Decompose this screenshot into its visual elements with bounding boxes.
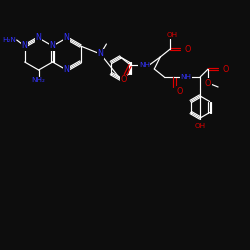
Text: N: N [98, 50, 103, 58]
Text: N: N [22, 42, 28, 50]
Text: N: N [64, 66, 70, 74]
Text: NH: NH [181, 74, 192, 80]
Text: N: N [64, 34, 70, 42]
Text: NH: NH [139, 62, 150, 68]
Text: O: O [120, 76, 126, 84]
Text: O: O [184, 44, 190, 54]
Text: NH₂: NH₂ [32, 77, 46, 83]
Text: OH: OH [194, 123, 206, 129]
Text: N: N [36, 34, 42, 42]
Text: H₂N: H₂N [2, 37, 16, 43]
Text: OH: OH [167, 32, 178, 38]
Text: O: O [205, 78, 211, 88]
Text: N: N [50, 42, 56, 50]
Text: O: O [222, 64, 228, 74]
Text: O: O [176, 86, 182, 96]
